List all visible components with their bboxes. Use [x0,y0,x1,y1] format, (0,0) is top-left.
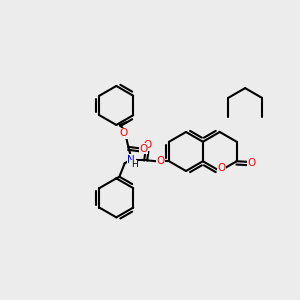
Text: O: O [140,144,148,154]
Text: O: O [157,156,165,166]
Text: O: O [248,158,256,168]
Text: O: O [217,163,225,173]
Text: O: O [144,140,152,150]
Text: N: N [128,155,135,165]
Text: H: H [130,160,137,169]
Text: O: O [119,128,128,138]
